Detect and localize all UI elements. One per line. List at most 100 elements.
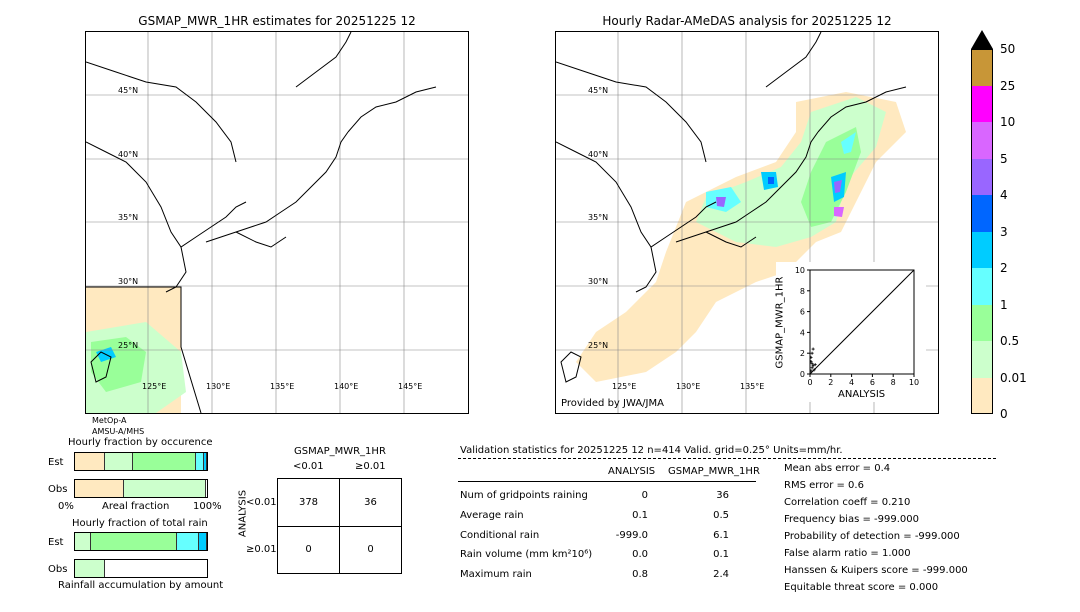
occ-obs-seg-2 bbox=[124, 480, 206, 497]
score-far: False alarm ratio = 1.000 bbox=[784, 548, 911, 559]
total-rain-row-est: Est bbox=[48, 537, 64, 548]
contingency-cell-01: 36 bbox=[364, 497, 377, 508]
contingency-cell-11: 0 bbox=[367, 544, 374, 555]
score-correlation: Correlation coeff = 0.210 bbox=[784, 497, 911, 508]
contingency-grid: 378 36 0 0 bbox=[277, 478, 402, 574]
scatter-point bbox=[813, 363, 817, 367]
validation-row-label: Conditional rain bbox=[460, 530, 540, 541]
validation-row-label: Num of gridpoints raining bbox=[460, 490, 588, 501]
right-lat-label-40: 40°N bbox=[588, 150, 609, 159]
validation-row-label: Maximum rain bbox=[460, 569, 532, 580]
validation-col-analysis: ANALYSIS bbox=[608, 466, 656, 477]
left-map-title: GSMAP_MWR_1HR estimates for 20251225 12 bbox=[138, 14, 416, 28]
colorbar-seg-05-1 bbox=[971, 304, 993, 341]
left-lat-label-30: 30°N bbox=[118, 277, 139, 286]
occ-est-seg-3 bbox=[133, 453, 196, 470]
occurrence-axis-right: 100% bbox=[193, 501, 222, 512]
contingency-cell-10: 0 bbox=[305, 544, 312, 555]
colorbar-seg-2-3 bbox=[971, 231, 993, 268]
colorbar-seg-25-50 bbox=[971, 49, 993, 86]
left-lon-label-130: 130°E bbox=[206, 382, 231, 391]
occ-est-seg-4 bbox=[196, 453, 204, 470]
validation-row-label: Rain volume (mm km²10⁶) bbox=[460, 549, 593, 560]
scatter-point bbox=[811, 364, 815, 368]
occ-obs-seg-1 bbox=[75, 480, 124, 497]
scatter-xtick-label: 6 bbox=[870, 378, 875, 387]
validation-row-est: 6.1 bbox=[713, 530, 729, 541]
tr-est-seg-1 bbox=[75, 533, 91, 550]
scatter-ytick-label: 2 bbox=[800, 349, 805, 358]
right-lat-label-35: 35°N bbox=[588, 213, 609, 222]
colorbar-seg-001-05 bbox=[971, 341, 993, 378]
colorbar-seg-5-10 bbox=[971, 122, 993, 159]
scatter-xtick-label: 4 bbox=[849, 378, 854, 387]
right-lon-label-125: 125°E bbox=[612, 382, 637, 391]
colorbar-seg-1-2 bbox=[971, 268, 993, 305]
scatter-ytick-label: 0 bbox=[800, 370, 805, 379]
scatter-point bbox=[810, 366, 814, 370]
scatter-svg: 00 2 2 4 4 6 6 8 8 10 10 bbox=[795, 266, 919, 387]
scatter-inset: 0 0 2 2 4 4 6 6 8 8 10 10 ANALYSIS GSMAP_MWR_1HR bbox=[774, 262, 926, 402]
contingency-hline bbox=[278, 526, 401, 527]
contingency-col-lt: <0.01 bbox=[293, 461, 324, 472]
scatter-xtick-label: 2 bbox=[828, 378, 833, 387]
left-lat-label-35: 35°N bbox=[118, 213, 139, 222]
left-map: 45°N 40°N 35°N 30°N 25°N 125°E 130°E 135… bbox=[85, 31, 469, 414]
colorbar-label-001: 0.01 bbox=[1000, 371, 1027, 385]
satellite-line-1: MetOp-A bbox=[92, 416, 127, 425]
tr-est-seg-4 bbox=[199, 533, 207, 550]
colorbar-seg-0-001 bbox=[971, 377, 993, 414]
scatter-point bbox=[809, 369, 813, 373]
occurrence-row-obs: Obs bbox=[48, 484, 68, 495]
colorbar bbox=[971, 30, 993, 414]
right-lat-label-25: 25°N bbox=[588, 341, 609, 350]
satellite-line-2: AMSU-A/MHS bbox=[92, 427, 145, 436]
contingency-title: GSMAP_MWR_1HR bbox=[294, 446, 386, 457]
colorbar-seg-3-4 bbox=[971, 195, 993, 232]
left-lat-label-40: 40°N bbox=[118, 150, 139, 159]
validation-row-label: Average rain bbox=[460, 510, 524, 521]
left-map-canvas bbox=[86, 32, 468, 413]
tr-obs-seg-1 bbox=[75, 560, 105, 577]
total-rain-bar-est bbox=[74, 532, 208, 551]
scatter-point bbox=[810, 362, 814, 366]
validation-header: Validation statistics for 20251225 12 n=… bbox=[460, 445, 843, 456]
occurrence-title: Hourly fraction by occurence bbox=[68, 437, 213, 448]
score-pod: Probability of detection = -999.000 bbox=[784, 531, 960, 542]
scatter-diagonal bbox=[809, 269, 915, 375]
total-rain-bar-obs bbox=[74, 559, 208, 578]
validation-col-rule bbox=[458, 481, 756, 482]
score-rms-error: RMS error = 0.6 bbox=[784, 480, 864, 491]
contingency-col-ge: ≥0.01 bbox=[355, 461, 386, 472]
contingency-row-lt: <0.01 bbox=[246, 497, 277, 508]
scatter-ytick-label: 6 bbox=[800, 308, 805, 317]
validation-row-est: 2.4 bbox=[713, 569, 729, 580]
left-lon-label-140: 140°E bbox=[334, 382, 359, 391]
right-lat-label-45: 45°N bbox=[588, 86, 609, 95]
scatter-ylabel: GSMAP_MWR_1HR bbox=[774, 276, 786, 369]
scatter-point bbox=[812, 368, 816, 372]
colorbar-seg-10-25 bbox=[971, 85, 993, 122]
colorbar-label-05: 0.5 bbox=[1000, 334, 1020, 348]
total-rain-row-obs: Obs bbox=[48, 564, 68, 575]
validation-col-est: GSMAP_MWR_1HR bbox=[668, 466, 760, 477]
scatter-point bbox=[810, 351, 814, 355]
scatter-point bbox=[809, 355, 813, 359]
colorbar-extend-arrow bbox=[971, 30, 993, 49]
contingency-row-ge: ≥0.01 bbox=[246, 544, 277, 555]
validation-row-analysis: -999.0 bbox=[615, 530, 648, 541]
occurrence-axis-mid: Areal fraction bbox=[102, 501, 170, 512]
scatter-point bbox=[809, 360, 813, 364]
scatter-ytick-label: 4 bbox=[800, 328, 805, 337]
occurrence-bar-est bbox=[74, 452, 208, 471]
occ-est-seg-2 bbox=[105, 453, 133, 470]
left-lon-label-125: 125°E bbox=[142, 382, 167, 391]
score-mean-abs-error: Mean abs error = 0.4 bbox=[784, 463, 891, 474]
validation-row-est: 0.1 bbox=[713, 549, 729, 560]
right-lon-label-135: 135°E bbox=[740, 382, 765, 391]
data-credit: Provided by JWA/JMA bbox=[561, 398, 664, 409]
colorbar-label-4: 4 bbox=[1000, 188, 1008, 202]
score-ets: Equitable threat score = 0.000 bbox=[784, 582, 939, 593]
total-rain-title: Hourly fraction of total rain bbox=[72, 518, 208, 529]
scatter-xtick-label: 10 bbox=[909, 378, 919, 387]
